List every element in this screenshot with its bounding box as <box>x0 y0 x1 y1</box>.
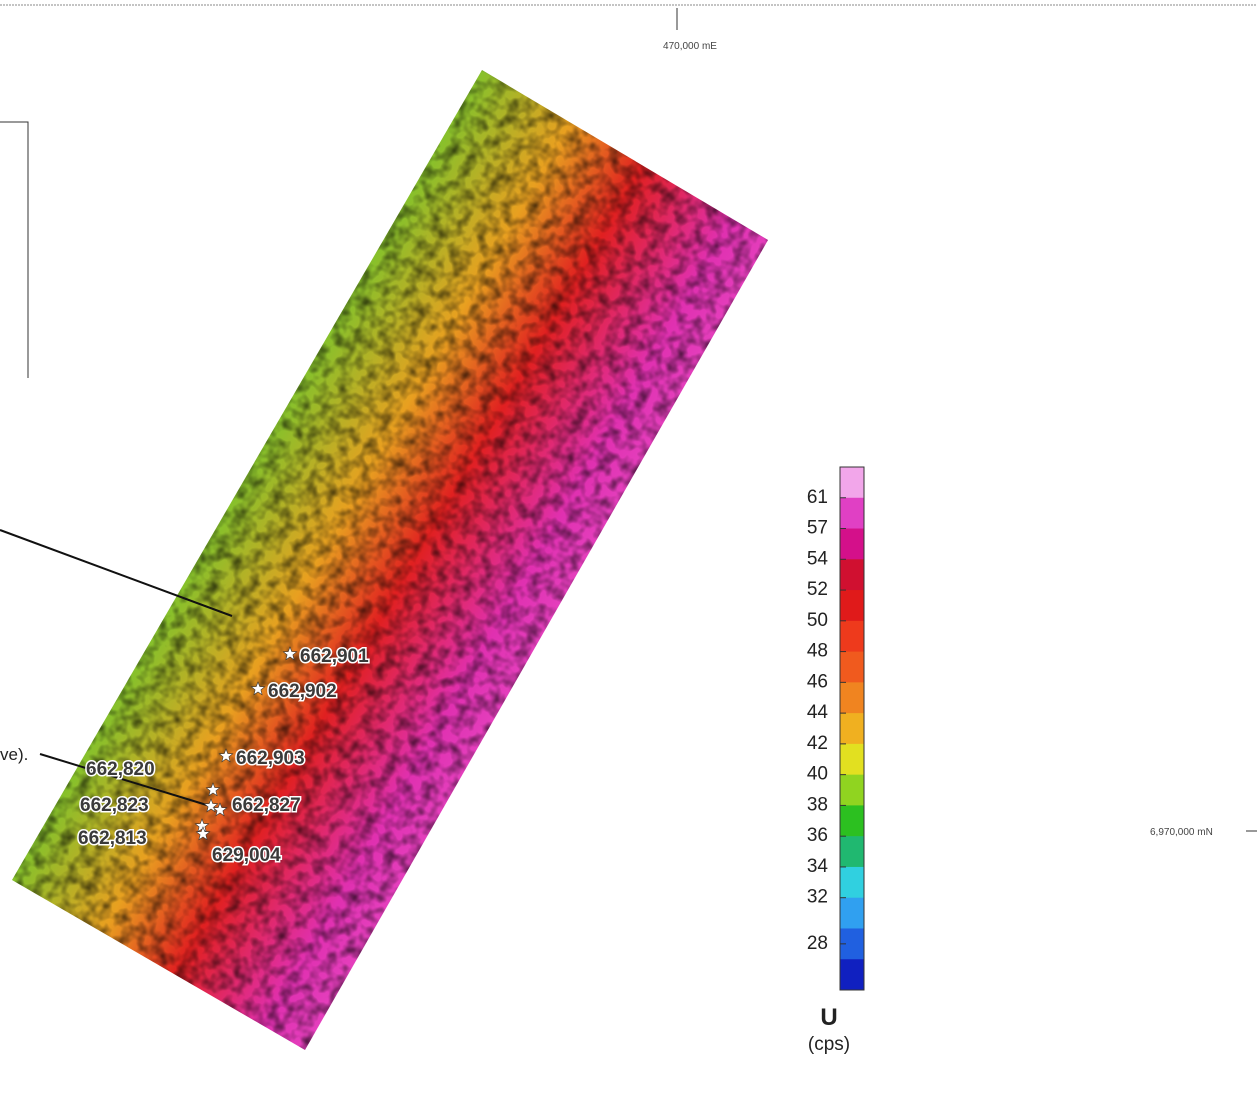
legend-tick-label: 61 <box>807 487 828 508</box>
easting-label: 470,000 mE <box>663 41 717 52</box>
sample-label: 662,901 <box>300 646 369 667</box>
inset-frame <box>0 122 28 378</box>
legend-tick-label: 52 <box>807 579 828 600</box>
sample-label: 662,903 <box>236 748 305 769</box>
legend-tick-label: 57 <box>807 518 828 539</box>
legend-tick-label: 28 <box>807 933 828 954</box>
sample-label: 662,827 <box>232 795 301 816</box>
legend-swatch <box>840 467 864 498</box>
legend-swatch <box>840 559 864 590</box>
legend-tick-label: 32 <box>807 887 828 908</box>
map: 470,000 mE ve). 662,901 662,902 662,903 662… <box>0 0 1257 1112</box>
sample-label: 629,004 <box>212 845 281 866</box>
legend-swatch <box>840 959 864 990</box>
sample-label: 662,813 <box>78 828 147 849</box>
legend-tick-label: 40 <box>807 764 828 785</box>
legend-tick-label: 48 <box>807 641 828 662</box>
legend-tick-label: 50 <box>807 610 828 631</box>
sample-label: 662,823 <box>80 795 149 816</box>
legend-swatch <box>840 621 864 652</box>
legend-swatch <box>840 590 864 621</box>
legend-swatch <box>840 775 864 806</box>
legend-tick-label: 34 <box>807 856 829 877</box>
legend-tick-label: 42 <box>807 733 828 754</box>
legend-title: U <box>820 1004 837 1031</box>
legend-tick-label: 36 <box>807 825 828 846</box>
legend-swatch <box>840 805 864 836</box>
callout-text: ve). <box>0 745 28 764</box>
legend-swatch <box>840 744 864 775</box>
legend-swatch <box>840 682 864 713</box>
sample-label: 662,902 <box>268 681 337 702</box>
legend-tick-label: 44 <box>807 702 829 723</box>
legend-swatch <box>840 867 864 898</box>
legend-tick-label: 54 <box>807 548 829 569</box>
legend-swatch <box>840 713 864 744</box>
legend-swatch <box>840 652 864 683</box>
legend-swatch <box>840 529 864 560</box>
northing-label: 6,970,000 mN <box>1150 827 1213 838</box>
legend-swatch <box>840 498 864 529</box>
radiometric-image <box>0 0 852 1112</box>
legend-swatch <box>840 836 864 867</box>
legend-tick-label: 46 <box>807 671 828 692</box>
legend-swatch <box>840 898 864 929</box>
legend-tick-label: 38 <box>807 794 828 815</box>
legend-unit: (cps) <box>808 1034 850 1055</box>
sample-label: 662,820 <box>86 759 155 780</box>
